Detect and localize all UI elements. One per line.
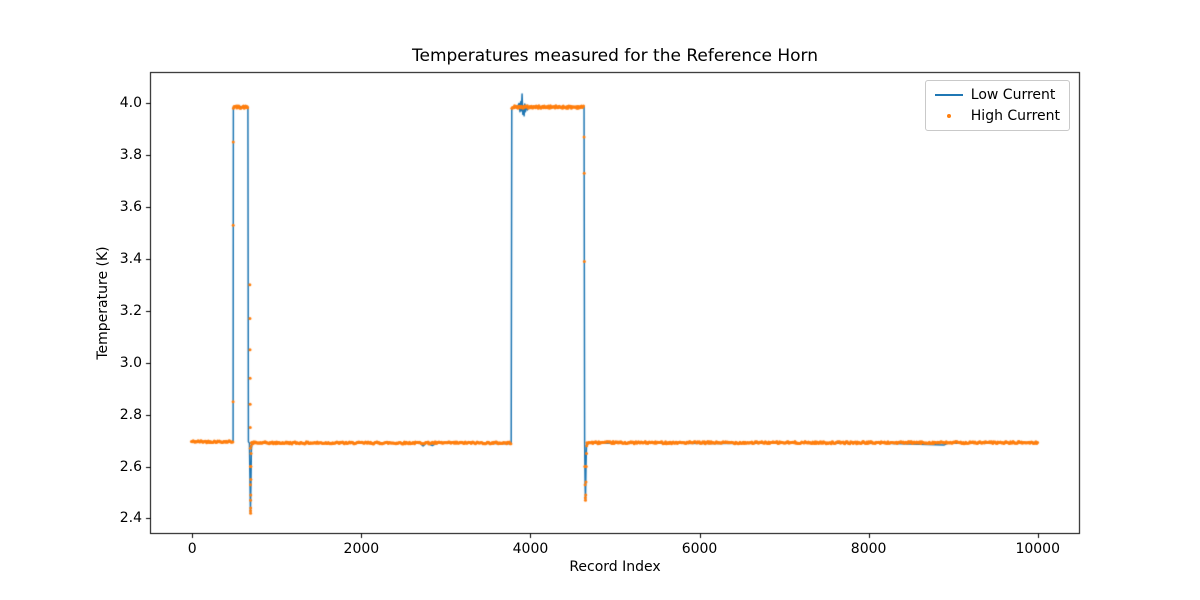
- y-tick-label: 4.0: [119, 95, 142, 112]
- legend: Low Current High Current: [924, 80, 1070, 131]
- x-tick-label: 2000: [343, 541, 380, 557]
- legend-dot-sample: [946, 114, 951, 118]
- legend-label-high-current: High Current: [970, 108, 1060, 124]
- y-tick-label: 2.4: [119, 510, 142, 527]
- x-tick-label: 10000: [1015, 541, 1060, 557]
- y-tick-label: 2.6: [119, 458, 142, 475]
- x-tick-label: 6000: [681, 541, 718, 557]
- x-axis-label: Record Index: [569, 559, 661, 575]
- legend-swatch: [934, 88, 963, 102]
- y-tick-label: 3.0: [119, 354, 142, 371]
- chart-title: Temperatures measured for the Reference …: [411, 46, 819, 66]
- x-tick-label: 8000: [850, 541, 887, 557]
- x-tick-label: 4000: [512, 541, 549, 557]
- y-tick-label: 2.8: [119, 406, 142, 423]
- y-tick-label: 3.8: [119, 147, 142, 164]
- x-tick-label: 0: [187, 541, 197, 557]
- legend-line-sample: [934, 94, 963, 96]
- legend-entry-low-current: Low Current: [934, 87, 1060, 103]
- y-tick-label: 3.4: [119, 250, 142, 267]
- legend-swatch: [935, 109, 963, 123]
- y-tick-label: 3.2: [119, 302, 142, 319]
- legend-entry-high-current: High Current: [935, 108, 1060, 124]
- legend-label-low-current: Low Current: [970, 87, 1056, 103]
- y-tick-label: 3.6: [119, 198, 142, 215]
